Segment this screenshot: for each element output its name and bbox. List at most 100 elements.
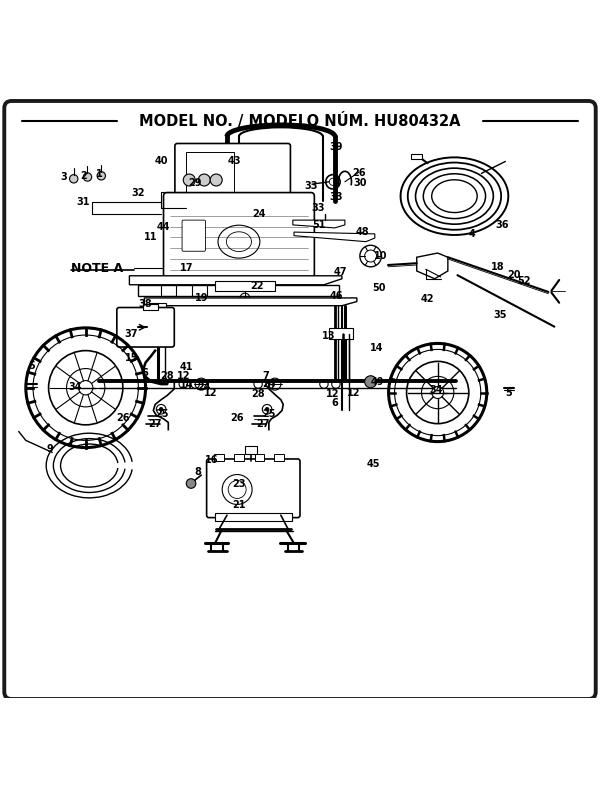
Text: 12: 12 — [326, 389, 340, 398]
Text: 47: 47 — [334, 266, 347, 277]
Text: 13: 13 — [322, 331, 335, 340]
Text: 5: 5 — [505, 387, 512, 398]
FancyBboxPatch shape — [4, 101, 596, 699]
Text: 28: 28 — [160, 371, 174, 381]
Text: 28: 28 — [251, 389, 265, 398]
Bar — [274, 454, 284, 461]
Bar — [234, 454, 244, 461]
Text: 42: 42 — [420, 293, 434, 304]
Text: 10: 10 — [374, 251, 388, 261]
Bar — [254, 454, 264, 461]
Text: 4: 4 — [469, 229, 476, 239]
Text: 49: 49 — [371, 377, 385, 387]
Text: 12: 12 — [347, 387, 361, 398]
Text: 24: 24 — [253, 209, 266, 219]
Circle shape — [183, 174, 195, 186]
Text: 34: 34 — [430, 384, 443, 395]
Bar — [215, 512, 292, 521]
Text: 12: 12 — [176, 371, 190, 381]
Text: 40: 40 — [154, 156, 168, 166]
FancyBboxPatch shape — [164, 193, 314, 277]
Bar — [215, 281, 275, 291]
Text: 18: 18 — [491, 261, 505, 272]
Text: 36: 36 — [496, 220, 509, 230]
FancyBboxPatch shape — [206, 459, 300, 517]
Text: 37: 37 — [124, 329, 138, 339]
Text: 39: 39 — [329, 142, 343, 152]
Bar — [186, 152, 234, 193]
Text: 25: 25 — [262, 409, 275, 419]
Text: 31: 31 — [77, 197, 90, 207]
Text: 23: 23 — [232, 478, 245, 489]
Bar — [214, 454, 224, 461]
Text: 48: 48 — [356, 227, 370, 237]
Text: 46: 46 — [329, 291, 343, 300]
Text: 26: 26 — [116, 414, 130, 423]
Text: 30: 30 — [353, 178, 367, 188]
Text: 26: 26 — [352, 168, 365, 178]
Text: MODEL NO. / MODELO NÚM. HU80432A: MODEL NO. / MODELO NÚM. HU80432A — [139, 113, 461, 129]
Text: 3: 3 — [60, 172, 67, 182]
Text: 16: 16 — [205, 455, 218, 465]
Text: 29: 29 — [188, 178, 202, 188]
Circle shape — [431, 387, 443, 398]
Circle shape — [83, 173, 92, 181]
Text: 25: 25 — [155, 409, 169, 419]
Text: 9: 9 — [46, 445, 53, 454]
Polygon shape — [294, 232, 375, 241]
Text: 12: 12 — [203, 387, 217, 398]
Text: 2: 2 — [80, 171, 86, 181]
Text: 33: 33 — [304, 181, 317, 191]
Circle shape — [160, 407, 163, 411]
Text: 6: 6 — [141, 367, 148, 378]
Text: 8: 8 — [195, 466, 202, 477]
Text: 20: 20 — [508, 269, 521, 280]
Bar — [149, 303, 166, 308]
Text: 32: 32 — [131, 188, 145, 198]
Polygon shape — [145, 298, 357, 306]
Text: 22: 22 — [250, 281, 263, 291]
Text: 24: 24 — [197, 382, 211, 391]
Text: 44: 44 — [157, 222, 170, 232]
Text: 19: 19 — [194, 293, 208, 303]
Text: 24: 24 — [262, 379, 275, 389]
Text: 11: 11 — [143, 233, 157, 242]
Text: NOTE A: NOTE A — [71, 261, 124, 274]
Text: 15: 15 — [124, 353, 138, 363]
Text: 50: 50 — [372, 283, 386, 292]
Text: 17: 17 — [179, 263, 193, 273]
Polygon shape — [130, 276, 342, 285]
Text: 7: 7 — [262, 371, 269, 381]
FancyBboxPatch shape — [117, 308, 174, 347]
Text: 27: 27 — [256, 418, 269, 429]
Text: 38: 38 — [139, 299, 152, 309]
Bar — [245, 446, 257, 453]
Text: 35: 35 — [494, 310, 507, 320]
Text: 43: 43 — [227, 156, 241, 166]
Text: 14: 14 — [179, 380, 193, 391]
Circle shape — [198, 174, 210, 186]
Bar — [143, 304, 158, 310]
Polygon shape — [293, 220, 345, 228]
Circle shape — [365, 375, 377, 387]
Circle shape — [79, 380, 93, 395]
Circle shape — [97, 171, 106, 180]
Text: 34: 34 — [69, 382, 82, 391]
FancyBboxPatch shape — [182, 220, 205, 251]
Text: 33: 33 — [311, 203, 325, 213]
Text: 21: 21 — [232, 500, 245, 510]
Polygon shape — [139, 285, 339, 296]
Text: 52: 52 — [518, 276, 531, 285]
Text: 51: 51 — [313, 220, 326, 230]
Text: 14: 14 — [370, 343, 383, 352]
Circle shape — [210, 174, 222, 186]
Text: 45: 45 — [366, 459, 380, 469]
Text: 5: 5 — [28, 360, 35, 371]
Text: 6: 6 — [331, 398, 338, 408]
Text: 26: 26 — [230, 414, 244, 423]
Bar — [412, 155, 422, 159]
Text: 41: 41 — [179, 362, 193, 371]
Bar — [329, 328, 353, 339]
Text: 27: 27 — [148, 418, 162, 429]
Polygon shape — [417, 253, 448, 279]
